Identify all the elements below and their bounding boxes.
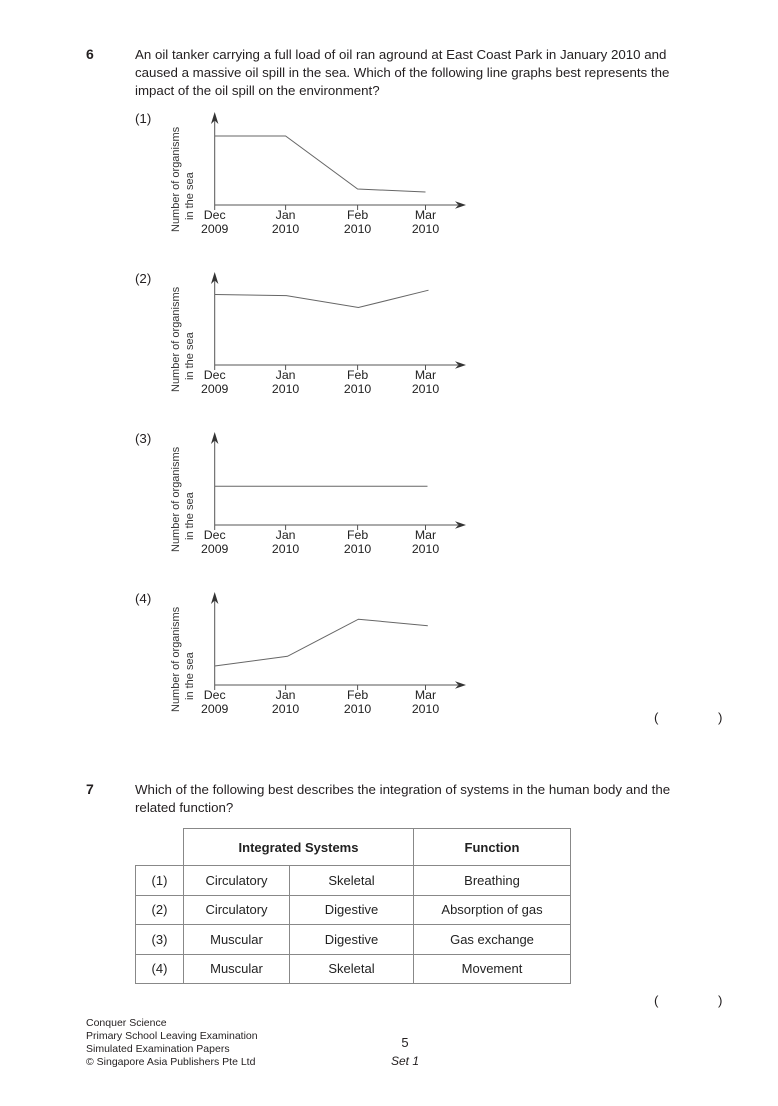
svg-text:Feb: Feb <box>347 688 368 702</box>
svg-text:2010: 2010 <box>412 702 440 716</box>
svg-text:Jan: Jan <box>276 208 296 222</box>
svg-text:2010: 2010 <box>344 702 372 716</box>
svg-text:2009: 2009 <box>201 702 229 716</box>
svg-text:Dec: Dec <box>204 208 226 222</box>
svg-text:2010: 2010 <box>344 542 372 556</box>
svg-text:Dec: Dec <box>204 688 226 702</box>
svg-text:2010: 2010 <box>412 222 440 236</box>
svg-text:Mar: Mar <box>415 208 436 222</box>
svg-text:Dec: Dec <box>204 528 226 542</box>
svg-text:2010: 2010 <box>272 382 300 396</box>
svg-text:2010: 2010 <box>272 542 300 556</box>
svg-text:Mar: Mar <box>415 528 436 542</box>
svg-text:2010: 2010 <box>412 382 440 396</box>
svg-text:2009: 2009 <box>201 382 229 396</box>
svg-text:Feb: Feb <box>347 528 368 542</box>
svg-text:2009: 2009 <box>201 542 229 556</box>
svg-text:2010: 2010 <box>344 382 372 396</box>
svg-text:Jan: Jan <box>276 688 296 702</box>
svg-text:Feb: Feb <box>347 208 368 222</box>
svg-text:2010: 2010 <box>412 542 440 556</box>
svg-text:Mar: Mar <box>415 688 436 702</box>
svg-text:Jan: Jan <box>276 368 296 382</box>
svg-text:2010: 2010 <box>272 702 300 716</box>
svg-text:2009: 2009 <box>201 222 229 236</box>
svg-text:2010: 2010 <box>344 222 372 236</box>
svg-text:Jan: Jan <box>276 528 296 542</box>
svg-text:Mar: Mar <box>415 368 436 382</box>
svg-text:Feb: Feb <box>347 368 368 382</box>
svg-text:2010: 2010 <box>272 222 300 236</box>
svg-text:Dec: Dec <box>204 368 226 382</box>
